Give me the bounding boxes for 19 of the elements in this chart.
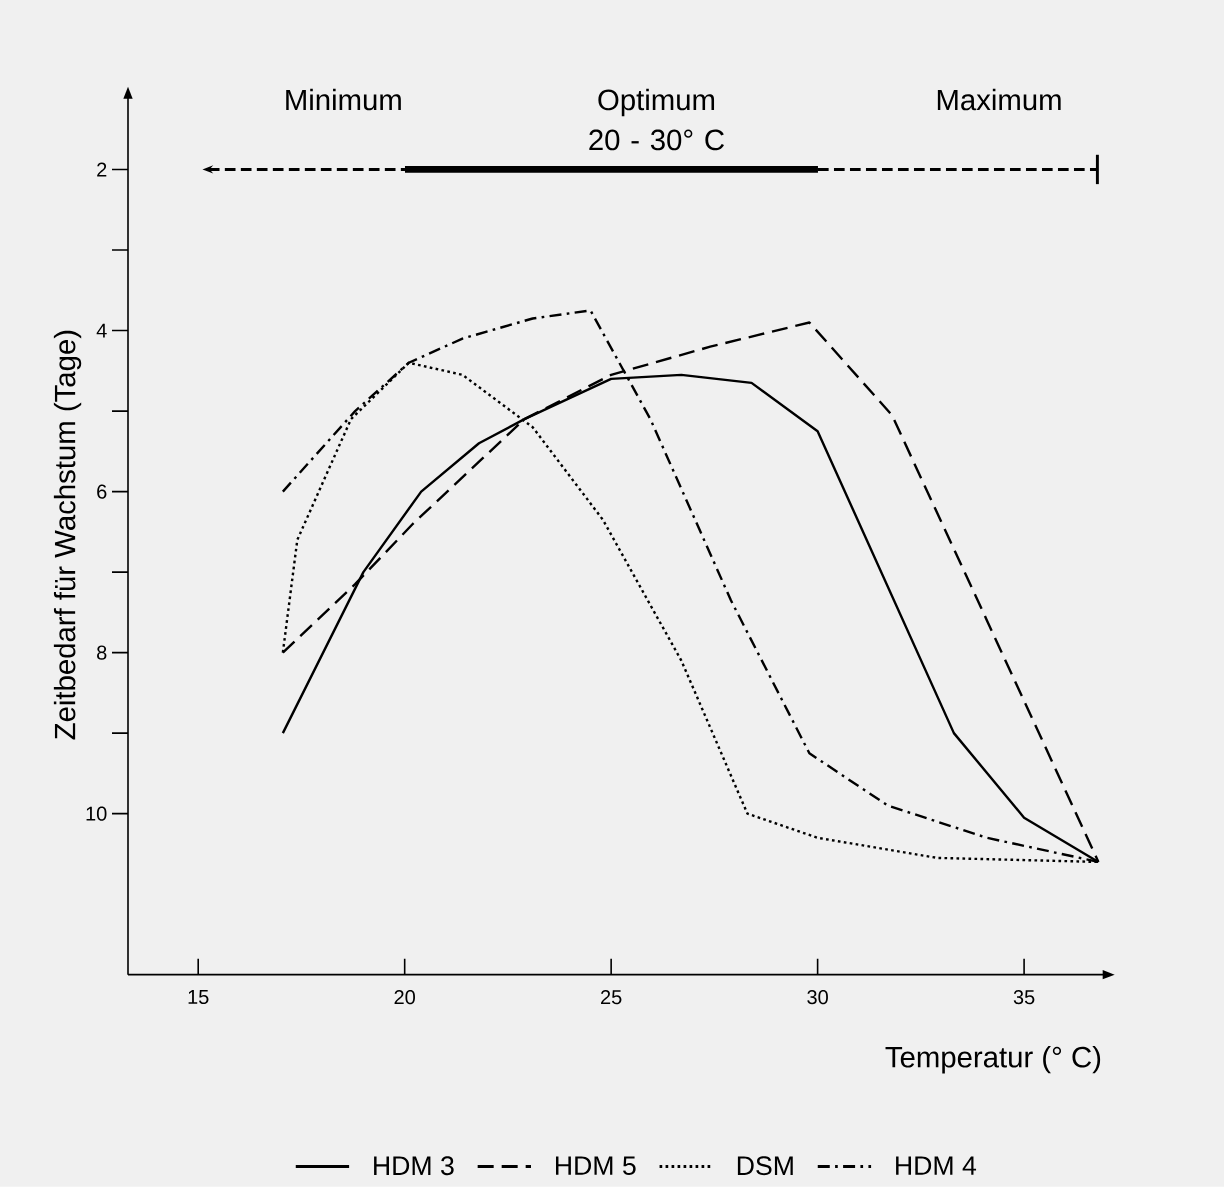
y-tick-label: 10 [86, 806, 107, 821]
y-tick-label: 2 [97, 162, 107, 177]
x-tick-label: 30 [807, 990, 828, 1005]
x-tick-label: 35 [1013, 990, 1035, 1005]
legend-label: HDM 5 [556, 1156, 636, 1176]
y-axis-title: Zeitbedarf für Wachstum (Tage) [53, 331, 82, 740]
annotation: Optimum 20 - 30° C [589, 88, 724, 151]
legend-label: DSM [737, 1156, 793, 1176]
legend-label: HDM 3 [374, 1156, 454, 1176]
x-axis-title: Temperatur (° C) [885, 1046, 1101, 1074]
x-tick-label: 20 [394, 990, 415, 1005]
y-tick-label: 8 [97, 645, 107, 660]
annotation: Maximum [937, 88, 1061, 111]
annotation: Minimum [286, 88, 401, 111]
y-tick-label: 6 [97, 484, 107, 499]
legend-label: HDM 4 [896, 1156, 977, 1175]
x-tick-label: 15 [188, 990, 209, 1005]
y-tick-label: 4 [96, 323, 107, 338]
x-tick-label: 25 [601, 990, 622, 1005]
